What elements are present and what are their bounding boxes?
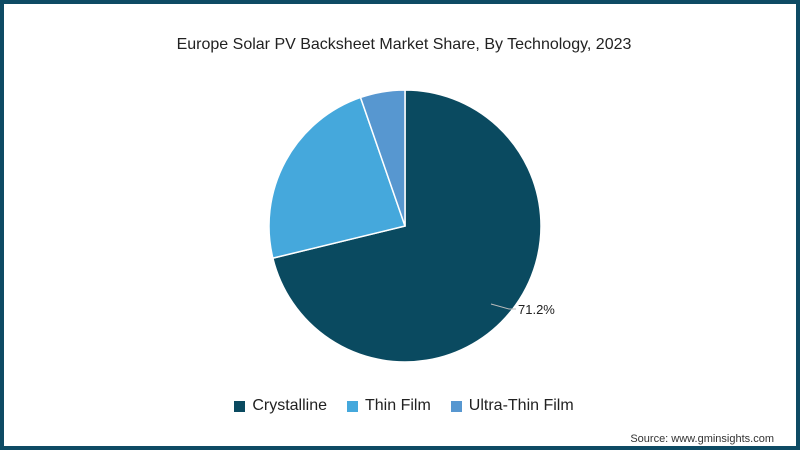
leader-line (490, 303, 516, 310)
legend-item-thin-film[interactable]: Thin Film (347, 397, 431, 415)
legend-item-ultra-thin-film[interactable]: Ultra-Thin Film (450, 397, 574, 415)
legend-label: Ultra-Thin Film (468, 397, 574, 414)
pie-slice-ultra-thin-film[interactable] (359, 89, 406, 227)
legend-swatch-ultra-thin-film (450, 400, 462, 412)
legend-swatch-thin-film (347, 400, 358, 412)
legend: Crystalline Thin Film Ultra-Thin Film (4, 397, 800, 415)
pie-slice-thin-film[interactable] (268, 96, 406, 260)
legend-label: Thin Film (365, 397, 431, 414)
pie-slice-crystalline[interactable] (271, 89, 542, 363)
legend-item-crystalline[interactable]: Crystalline (234, 397, 327, 415)
chart-title: Europe Solar PV Backsheet Market Share, … (176, 36, 632, 53)
legend-swatch-crystalline (234, 400, 246, 412)
pie-chart: 71.2% (268, 89, 555, 363)
legend-label: Crystalline (252, 397, 327, 414)
source-credit: Source: www.gminsights.com (630, 433, 774, 445)
crystalline-value-label: 71.2% (518, 302, 555, 317)
